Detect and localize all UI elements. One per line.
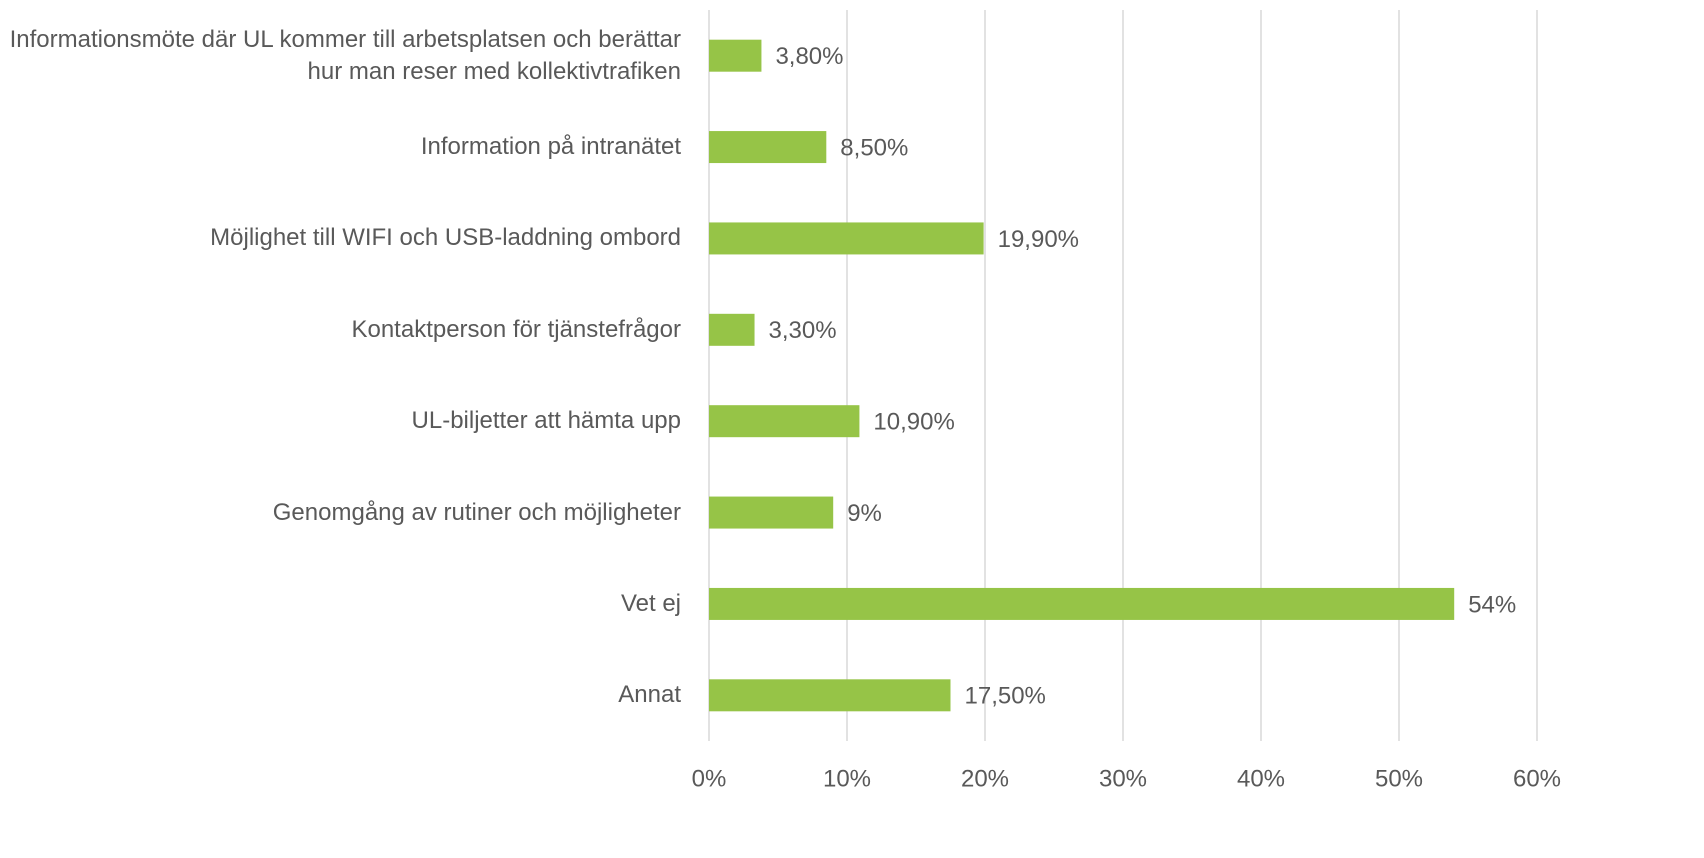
y-tick-label: Genomgång av rutiner och möjligheter	[272, 498, 681, 526]
y-tick-label: Vet ej	[620, 589, 681, 617]
x-tick-label: 40%	[1237, 765, 1285, 792]
bar	[709, 313, 755, 346]
bar	[709, 131, 827, 164]
bar	[709, 405, 860, 438]
y-tick-label: Kontaktperson för tjänstefrågor	[351, 315, 681, 343]
x-tick-label: 50%	[1375, 765, 1423, 792]
bar	[709, 587, 1455, 620]
data-label: 3,30%	[769, 317, 837, 344]
x-tick-label: 0%	[692, 765, 727, 792]
y-tick-label: Informationsmöte där UL kommer till arbe…	[9, 25, 681, 85]
x-tick-label: 60%	[1513, 765, 1561, 792]
bar	[709, 222, 984, 255]
data-label: 9%	[847, 500, 882, 527]
data-label: 10,90%	[873, 409, 954, 436]
x-tick-label: 10%	[823, 765, 871, 792]
y-tick-label: UL-biljetter att hämta upp	[411, 407, 681, 435]
y-tick-label: Möjlighet till WIFI och USB-laddning omb…	[210, 224, 681, 252]
data-label: 17,50%	[965, 683, 1046, 710]
bar	[709, 496, 834, 529]
bar	[709, 679, 951, 712]
y-tick-label: Information på intranätet	[420, 133, 681, 161]
y-tick-label: Annat	[618, 681, 681, 709]
data-label: 19,90%	[998, 226, 1079, 253]
data-label: 3,80%	[775, 43, 843, 70]
bar	[709, 39, 762, 72]
x-tick-label: 30%	[1099, 765, 1147, 792]
data-label: 8,50%	[840, 134, 908, 161]
data-label: 54%	[1468, 591, 1516, 618]
x-tick-label: 20%	[961, 765, 1009, 792]
